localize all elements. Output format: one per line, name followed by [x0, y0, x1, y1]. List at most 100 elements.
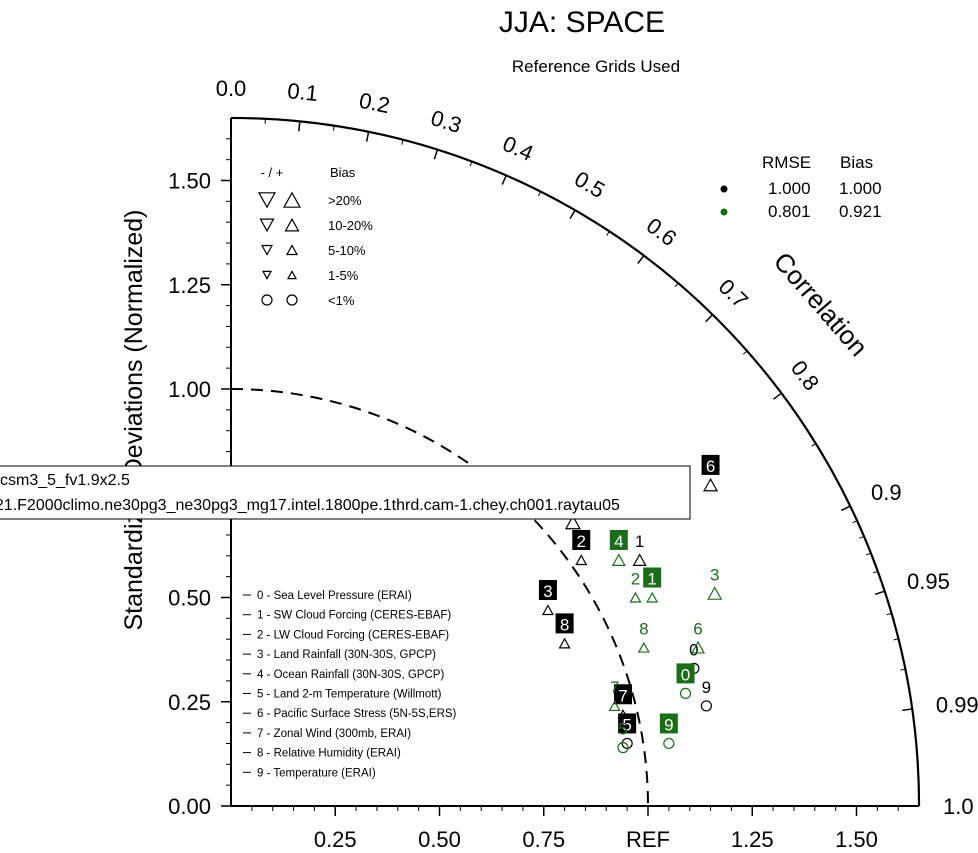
correlation-tick [637, 255, 645, 265]
data-point-1 [632, 553, 647, 566]
data-point-7 [608, 700, 621, 712]
data-point-0 [679, 687, 692, 700]
stats-rmse: 0.801 [768, 202, 811, 221]
data-point-6 [703, 477, 719, 492]
correlation-tick [606, 231, 610, 236]
bias-legend-label: >20% [328, 193, 362, 208]
bias-legend-marker [259, 218, 275, 233]
y-tick-label: 0.50 [168, 586, 211, 611]
stats-bias: 0.921 [839, 202, 882, 221]
data-label-box [659, 713, 678, 734]
bias-legend-marker [261, 270, 273, 280]
data-label-box [613, 684, 632, 705]
correlation-label: 0.1 [286, 78, 319, 106]
correlation-tick [469, 161, 473, 167]
data-label: 5 [618, 720, 627, 739]
variable-legend-item: 9 - Temperature (ERAI) [257, 767, 376, 779]
correlation-tick [433, 149, 439, 160]
correlation-label: 1.0 [943, 794, 974, 819]
bias-legend-marker [284, 217, 300, 232]
bias-legend-header: Bias [330, 165, 356, 180]
variable-legend-item: 0 - Sea Level Pressure (ERAI) [257, 590, 412, 602]
bias-legend-label: <1% [328, 293, 355, 308]
correlation-tick [401, 139, 404, 145]
case-name-2: e21.F2000climo.ne30pg3_ne30pg3_mg17.inte… [0, 497, 620, 514]
bias-legend-label: 1-5% [328, 268, 359, 283]
correlation-tick [332, 125, 335, 131]
correlation-tick [569, 209, 576, 220]
correlation-tick [859, 535, 865, 539]
data-point-7 [617, 708, 629, 719]
y-axis-label: Standardized Deviations (Normalized) [120, 209, 148, 630]
data-label: 0 [681, 665, 690, 684]
x-tick-label: 1.25 [731, 827, 774, 852]
correlation-tick [365, 131, 370, 142]
data-point-3 [707, 586, 723, 600]
data-label: 3 [543, 582, 552, 601]
data-label-box [609, 529, 628, 550]
data-label: 9 [664, 715, 673, 734]
data-label: 7 [618, 686, 627, 705]
data-point-4 [611, 553, 626, 566]
correlation-tick [501, 175, 507, 185]
correlation-tick [537, 191, 542, 197]
data-point-9 [700, 700, 712, 712]
variable-legend-item: 5 - Land 2-m Temperature (Willmott) [257, 689, 442, 701]
data-label: 6 [693, 620, 702, 639]
data-label: 1 [635, 532, 644, 551]
stats-dot [720, 208, 728, 216]
data-label: 1 [647, 570, 656, 589]
variable-legend-item: 3 - Land Rainfall (30N-30S, GPCP) [257, 649, 436, 661]
y-tick-label: 0.25 [168, 690, 211, 715]
chart-title: JJA: SPACE [499, 6, 665, 39]
variable-legend-item: 6 - Pacific Surface Stress (5N-5S,ERS) [257, 708, 457, 720]
chart-subtitle: Reference Grids Used [512, 57, 680, 76]
correlation-tick [772, 392, 782, 400]
x-tick-label: 0.25 [314, 827, 357, 852]
data-point-8 [558, 637, 571, 649]
data-point-2 [575, 554, 588, 566]
variable-legend-item: 7 - Zonal Wind (300mb, ERAI) [257, 728, 411, 740]
bias-legend-label: 10-20% [328, 218, 373, 233]
data-label: 9 [702, 678, 711, 697]
data-label: 2 [631, 570, 640, 589]
variable-legend: 0 - Sea Level Pressure (ERAI) 1 - SW Clou… [243, 590, 457, 779]
y-tick-label: 1.25 [168, 273, 211, 298]
correlation-label: 0.9 [871, 480, 902, 505]
variable-legend-item: 1 - SW Cloud Forcing (CERES-EBAF) [257, 610, 451, 622]
correlation-tick [705, 314, 714, 323]
correlation-label: 0.99 [936, 692, 978, 717]
data-label: 5 [622, 715, 631, 734]
correlation-label: 0.0 [216, 76, 247, 101]
y-tick-label: 0.00 [168, 794, 211, 819]
data-label-box [555, 613, 574, 634]
data-point-6 [691, 640, 706, 654]
data-label: 7 [610, 678, 619, 697]
bias-legend-marker [260, 244, 274, 256]
data-label: 8 [639, 620, 648, 639]
data-point-5 [621, 737, 633, 750]
case-name-1: csm3_5_fv1.9x2.5 [0, 472, 130, 489]
data-label: 8 [560, 615, 569, 634]
x-tick-label: 0.50 [418, 827, 461, 852]
variable-legend-item: 4 - Ocean Rainfall (30N-30S, GPCP) [257, 669, 444, 681]
stats-rmse: 1.000 [768, 179, 811, 198]
outer-arc [230, 116, 921, 807]
bias-legend-label: 5-10% [328, 243, 366, 258]
correlation-tick [298, 121, 301, 132]
correlation-label: 0.95 [907, 569, 950, 594]
bias-legend-marker [286, 294, 298, 306]
data-label: 3 [710, 565, 719, 584]
correlation-tick [674, 282, 679, 288]
data-point-4 [564, 514, 581, 530]
bias-legend-marker [261, 294, 273, 306]
correlation-tick [902, 708, 913, 712]
data-point-9 [663, 737, 675, 750]
correlation-tick [742, 350, 748, 355]
ref-label: REF [626, 827, 670, 852]
variable-legend-item: 8 - Relative Humidity (ERAI) [257, 748, 401, 760]
bias-legend-marker [285, 244, 299, 256]
stats-dot [720, 185, 728, 193]
y-tick-label: 1.00 [168, 377, 211, 402]
correlation-tick [811, 443, 817, 447]
